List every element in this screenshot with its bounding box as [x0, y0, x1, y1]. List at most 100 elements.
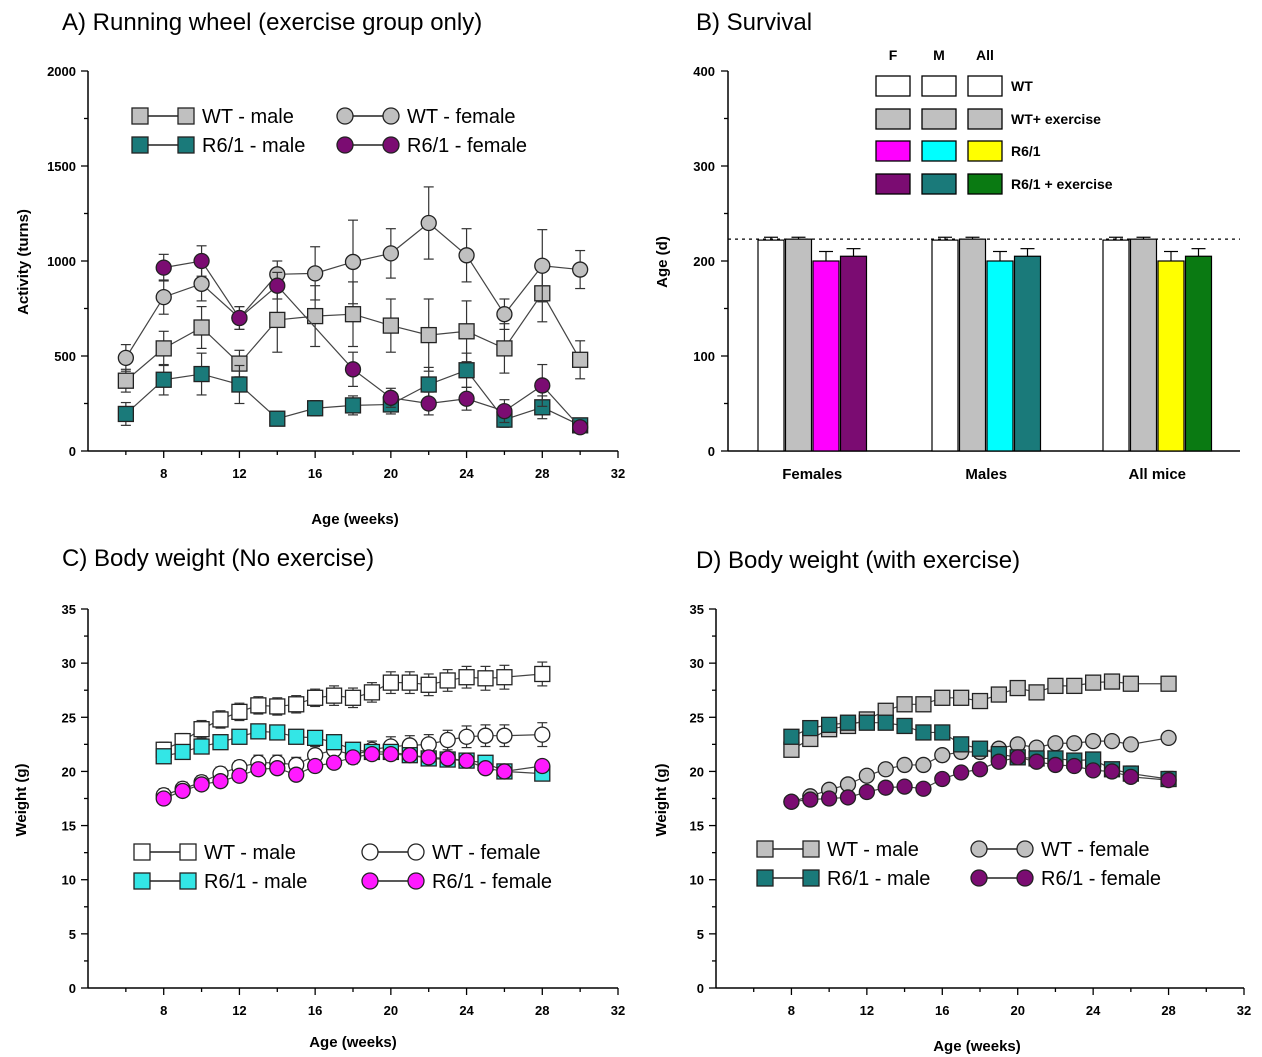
data-point	[934, 724, 951, 741]
data-point	[193, 738, 210, 755]
data-point	[193, 721, 210, 738]
data-point	[306, 729, 324, 747]
data-point	[496, 763, 513, 780]
data-point	[1084, 762, 1102, 779]
data-point	[896, 778, 913, 795]
data-point	[858, 783, 876, 801]
data-point	[458, 323, 475, 340]
data-point	[971, 740, 989, 757]
x-tick-label: 24	[459, 1003, 474, 1018]
data-point	[952, 764, 970, 781]
data-point	[269, 410, 286, 427]
data-point	[382, 245, 400, 262]
legend-marker	[179, 872, 197, 890]
bar	[1184, 255, 1213, 452]
legend-label: R6/1 + exercise	[1011, 176, 1113, 192]
legend-swatch	[875, 75, 911, 97]
data-point	[193, 776, 210, 793]
data-point	[877, 714, 894, 731]
data-point	[820, 716, 838, 734]
legend: WT - male WT - female R6/1 - male R6/1 - fe…	[133, 842, 552, 893]
data-point	[382, 745, 400, 763]
data-point	[839, 714, 857, 731]
data-point	[990, 686, 1008, 703]
data-point	[344, 749, 362, 766]
data-point	[1103, 763, 1121, 780]
data-point	[117, 349, 135, 367]
legend-marker	[407, 872, 425, 890]
data-point	[1122, 768, 1140, 785]
data-point	[193, 275, 210, 292]
data-point	[534, 665, 551, 683]
data-point	[306, 689, 324, 706]
data-point	[458, 362, 475, 379]
data-point	[231, 376, 248, 393]
y-tick-label: 30	[690, 656, 704, 671]
data-point	[193, 252, 210, 270]
data-point	[458, 390, 475, 407]
x-tick-label: 16	[308, 466, 322, 481]
legend-label: R6/1 - female	[407, 135, 527, 157]
series-r6-1-female	[783, 749, 1177, 810]
data-point	[1160, 771, 1177, 789]
data-point	[896, 696, 913, 713]
legend-swatch	[921, 75, 957, 97]
legend-marker	[131, 107, 149, 125]
bar	[812, 260, 840, 452]
y-tick-label: 1000	[47, 254, 76, 269]
data-point	[1047, 735, 1064, 752]
data-point	[231, 728, 248, 745]
data-point	[325, 734, 343, 751]
data-point	[934, 747, 951, 764]
panel-a-ylabel: Activity (turns)	[15, 209, 32, 315]
y-tick-label: 200	[693, 254, 715, 269]
legend: WT - male WT - female R6/1 - male R6/1 - fe…	[756, 839, 1161, 890]
panel-b-ylabel: Age (d)	[654, 236, 671, 288]
x-tick-label: 28	[535, 466, 549, 481]
x-tick-label: 8	[160, 466, 167, 481]
legend-label: R6/1	[1011, 143, 1041, 159]
data-point	[439, 731, 456, 749]
data-point	[155, 259, 172, 276]
data-point	[420, 749, 437, 766]
data-point	[288, 728, 305, 745]
data-point	[344, 306, 362, 323]
y-tick-label: 10	[690, 873, 704, 888]
x-tick-label: 16	[935, 1003, 949, 1018]
bar	[1013, 255, 1042, 452]
legend-swatch	[875, 140, 911, 162]
bar	[931, 239, 959, 452]
data-point	[269, 698, 286, 715]
legend-marker	[1016, 869, 1034, 887]
data-point	[155, 790, 172, 807]
y-tick-label: 10	[62, 873, 76, 888]
legend-label: WT+ exercise	[1011, 111, 1101, 127]
bar-group-males	[931, 236, 1042, 452]
data-point	[420, 326, 437, 344]
data-point	[1160, 675, 1177, 692]
legend-marker	[336, 136, 354, 154]
data-point	[496, 727, 513, 744]
bar	[1129, 238, 1158, 452]
data-point	[783, 793, 800, 810]
x-tick-label: 8	[788, 1003, 795, 1018]
data-point	[269, 724, 286, 741]
bar-group-all-mice	[1102, 236, 1213, 452]
legend-label: R6/1 - male	[827, 868, 930, 890]
data-point	[534, 377, 551, 394]
data-point	[1066, 757, 1083, 775]
legend-marker	[407, 843, 425, 861]
series-line	[163, 260, 581, 428]
data-point	[458, 669, 475, 686]
data-point	[306, 265, 324, 282]
data-point	[344, 689, 362, 706]
data-point	[534, 757, 551, 775]
y-tick-label: 400	[693, 64, 715, 79]
data-point	[344, 397, 362, 414]
data-point	[1122, 736, 1140, 753]
data-point	[269, 311, 286, 329]
data-point	[571, 261, 589, 278]
legend: F M All WT WT+ exercise R6/1 R6/1 + exercise	[875, 47, 1113, 195]
data-point	[306, 307, 324, 325]
